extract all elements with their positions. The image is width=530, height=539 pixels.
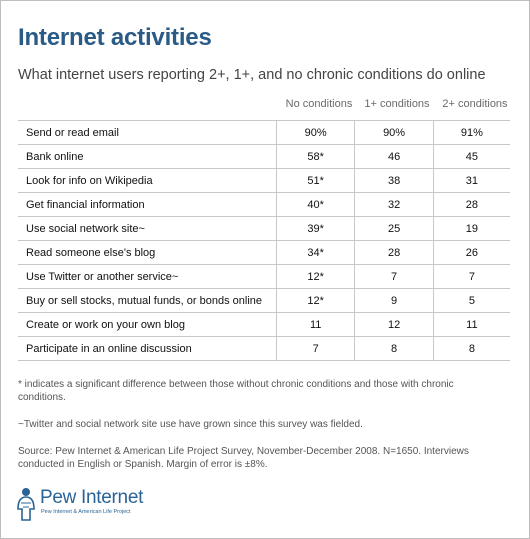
- cell-1-plus-conditions: 32: [354, 192, 434, 217]
- row-label: Use social network site~: [18, 216, 277, 241]
- table-row: Create or work on your own blog 11 12 11: [18, 312, 510, 337]
- cell-1-plus-conditions: 12: [354, 312, 434, 337]
- cell-no-conditions: 11: [275, 312, 355, 337]
- cell-2-plus-conditions: 28: [432, 192, 510, 217]
- cell-1-plus-conditions: 90%: [354, 120, 434, 145]
- row-label: Create or work on your own blog: [18, 312, 277, 337]
- cell-2-plus-conditions: 19: [432, 216, 510, 241]
- cell-no-conditions: 34*: [275, 240, 355, 265]
- column-header-2-plus-conditions: 2+ conditions: [442, 98, 508, 110]
- cell-2-plus-conditions: 8: [432, 336, 510, 361]
- cell-2-plus-conditions: 7: [432, 264, 510, 289]
- table-row: Use Twitter or another service~ 12* 7 7: [18, 264, 510, 289]
- pew-internet-logo: Pew Internet Pew Internet & American Lif…: [15, 487, 215, 523]
- page-title: Internet activities: [18, 24, 212, 51]
- cell-no-conditions: 7: [275, 336, 355, 361]
- twitter-note: ~Twitter and social network site use hav…: [18, 419, 363, 430]
- cell-1-plus-conditions: 7: [354, 264, 434, 289]
- cell-1-plus-conditions: 28: [354, 240, 434, 265]
- cell-no-conditions: 40*: [275, 192, 355, 217]
- row-label: Participate in an online discussion: [18, 336, 277, 361]
- row-label: Look for info on Wikipedia: [18, 168, 277, 193]
- cell-2-plus-conditions: 26: [432, 240, 510, 265]
- cell-1-plus-conditions: 9: [354, 288, 434, 313]
- cell-no-conditions: 12*: [275, 264, 355, 289]
- source-note: Source: Pew Internet & American Life Pro…: [18, 446, 469, 470]
- activities-table: Send or read email 90% 90% 91% Bank onli…: [18, 120, 510, 361]
- page-subtitle: What internet users reporting 2+, 1+, an…: [18, 67, 486, 83]
- cell-1-plus-conditions: 46: [354, 144, 434, 169]
- row-label: Send or read email: [18, 120, 277, 145]
- cell-no-conditions: 58*: [275, 144, 355, 169]
- cell-no-conditions: 51*: [275, 168, 355, 193]
- significance-note: * indicates a significant difference bet…: [18, 379, 454, 403]
- column-header-1-plus-conditions: 1+ conditions: [364, 98, 430, 110]
- row-label: Get financial information: [18, 192, 277, 217]
- row-label: Buy or sell stocks, mutual funds, or bon…: [18, 288, 277, 313]
- cell-2-plus-conditions: 91%: [432, 120, 510, 145]
- cell-2-plus-conditions: 31: [432, 168, 510, 193]
- pew-figure-icon: [17, 488, 35, 521]
- table-row: Look for info on Wikipedia 51* 38 31: [18, 168, 510, 193]
- table-row: Buy or sell stocks, mutual funds, or bon…: [18, 288, 510, 313]
- table-row: Read someone else's blog 34* 28 26: [18, 240, 510, 265]
- table-row: Bank online 58* 46 45: [18, 144, 510, 169]
- cell-1-plus-conditions: 38: [354, 168, 434, 193]
- table-row: Get financial information 40* 32 28: [18, 192, 510, 217]
- logo-tagline: Pew Internet & American Life Project: [41, 509, 131, 515]
- cell-no-conditions: 39*: [275, 216, 355, 241]
- row-label: Bank online: [18, 144, 277, 169]
- column-header-no-conditions: No conditions: [285, 98, 353, 110]
- table-row: Send or read email 90% 90% 91%: [18, 120, 510, 145]
- cell-1-plus-conditions: 8: [354, 336, 434, 361]
- cell-1-plus-conditions: 25: [354, 216, 434, 241]
- cell-2-plus-conditions: 5: [432, 288, 510, 313]
- table-row: Participate in an online discussion 7 8 …: [18, 336, 510, 361]
- row-label: Read someone else's blog: [18, 240, 277, 265]
- row-label: Use Twitter or another service~: [18, 264, 277, 289]
- cell-2-plus-conditions: 11: [432, 312, 510, 337]
- cell-no-conditions: 12*: [275, 288, 355, 313]
- logo-name: Pew Internet: [40, 487, 144, 508]
- cell-2-plus-conditions: 45: [432, 144, 510, 169]
- table-row: Use social network site~ 39* 25 19: [18, 216, 510, 241]
- cell-no-conditions: 90%: [275, 120, 355, 145]
